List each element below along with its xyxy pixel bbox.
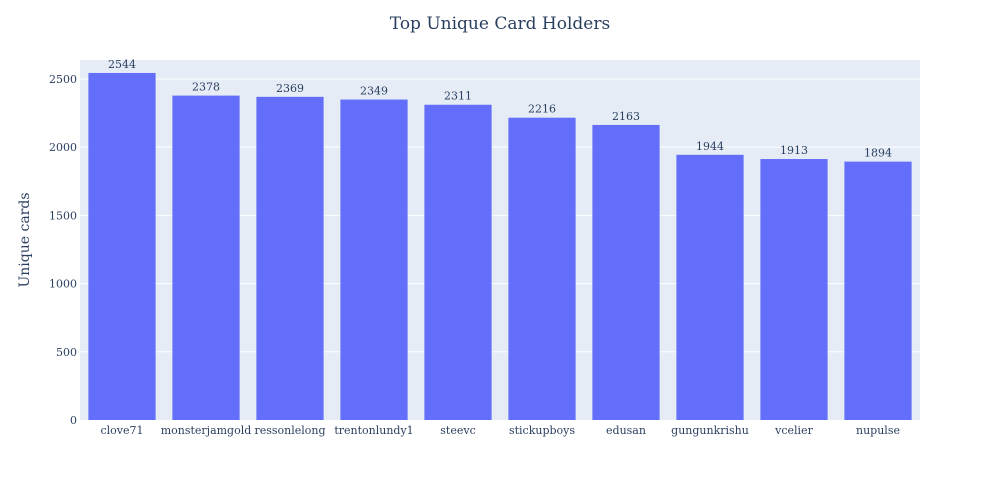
bar [340, 99, 408, 421]
bar-value-label: 1894 [864, 147, 892, 160]
y-axis-ticks: 0 500 1000 1500 2000 2500 [49, 73, 77, 427]
bar [508, 117, 576, 420]
y-tick-label: 2000 [49, 141, 77, 154]
x-tick-label: nupulse [856, 424, 900, 437]
bar [844, 161, 912, 421]
data-labels: 2544 2378 2369 2349 2311 2216 2163 1944 1913 1894 [108, 58, 892, 160]
bar [172, 95, 240, 420]
bar-value-label: 2378 [192, 81, 220, 94]
bar-value-label: 2349 [360, 85, 388, 98]
bars [88, 72, 912, 421]
x-tick-label: monsterjamgold [161, 424, 252, 437]
bar [256, 96, 324, 421]
x-tick-label: edusan [606, 424, 646, 437]
x-tick-label: clove71 [100, 424, 143, 437]
x-axis-ticks: clove71 monsterjamgold ressonlelong trenton… [100, 424, 900, 437]
bar [424, 104, 492, 420]
x-tick-label: trentonlundy1 [334, 424, 413, 437]
bar-value-label: 2544 [108, 58, 136, 71]
x-tick-label: steevc [440, 424, 475, 437]
bar-value-label: 2216 [528, 103, 556, 116]
bar-value-label: 2311 [444, 90, 472, 103]
bar [88, 72, 156, 420]
bar [592, 124, 660, 420]
y-axis-title: Unique cards [17, 192, 33, 287]
x-tick-label: vcelier [774, 424, 813, 437]
x-tick-label: stickupboys [509, 424, 575, 437]
bar-value-label: 2163 [612, 110, 640, 123]
x-tick-label: gungunkrishu [671, 424, 749, 437]
x-tick-label: ressonlelong [254, 424, 325, 437]
bar-value-label: 2369 [276, 82, 304, 95]
y-tick-label: 1000 [49, 278, 77, 291]
bar-value-label: 1944 [696, 140, 724, 153]
y-tick-label: 500 [56, 346, 77, 359]
bar [760, 159, 828, 420]
y-tick-label: 2500 [49, 73, 77, 86]
bar-value-label: 1913 [780, 144, 808, 157]
y-tick-label: 1500 [49, 209, 77, 222]
y-tick-label: 0 [70, 414, 77, 427]
chart-title: Top Unique Card Holders [390, 14, 610, 34]
bar [676, 154, 744, 420]
